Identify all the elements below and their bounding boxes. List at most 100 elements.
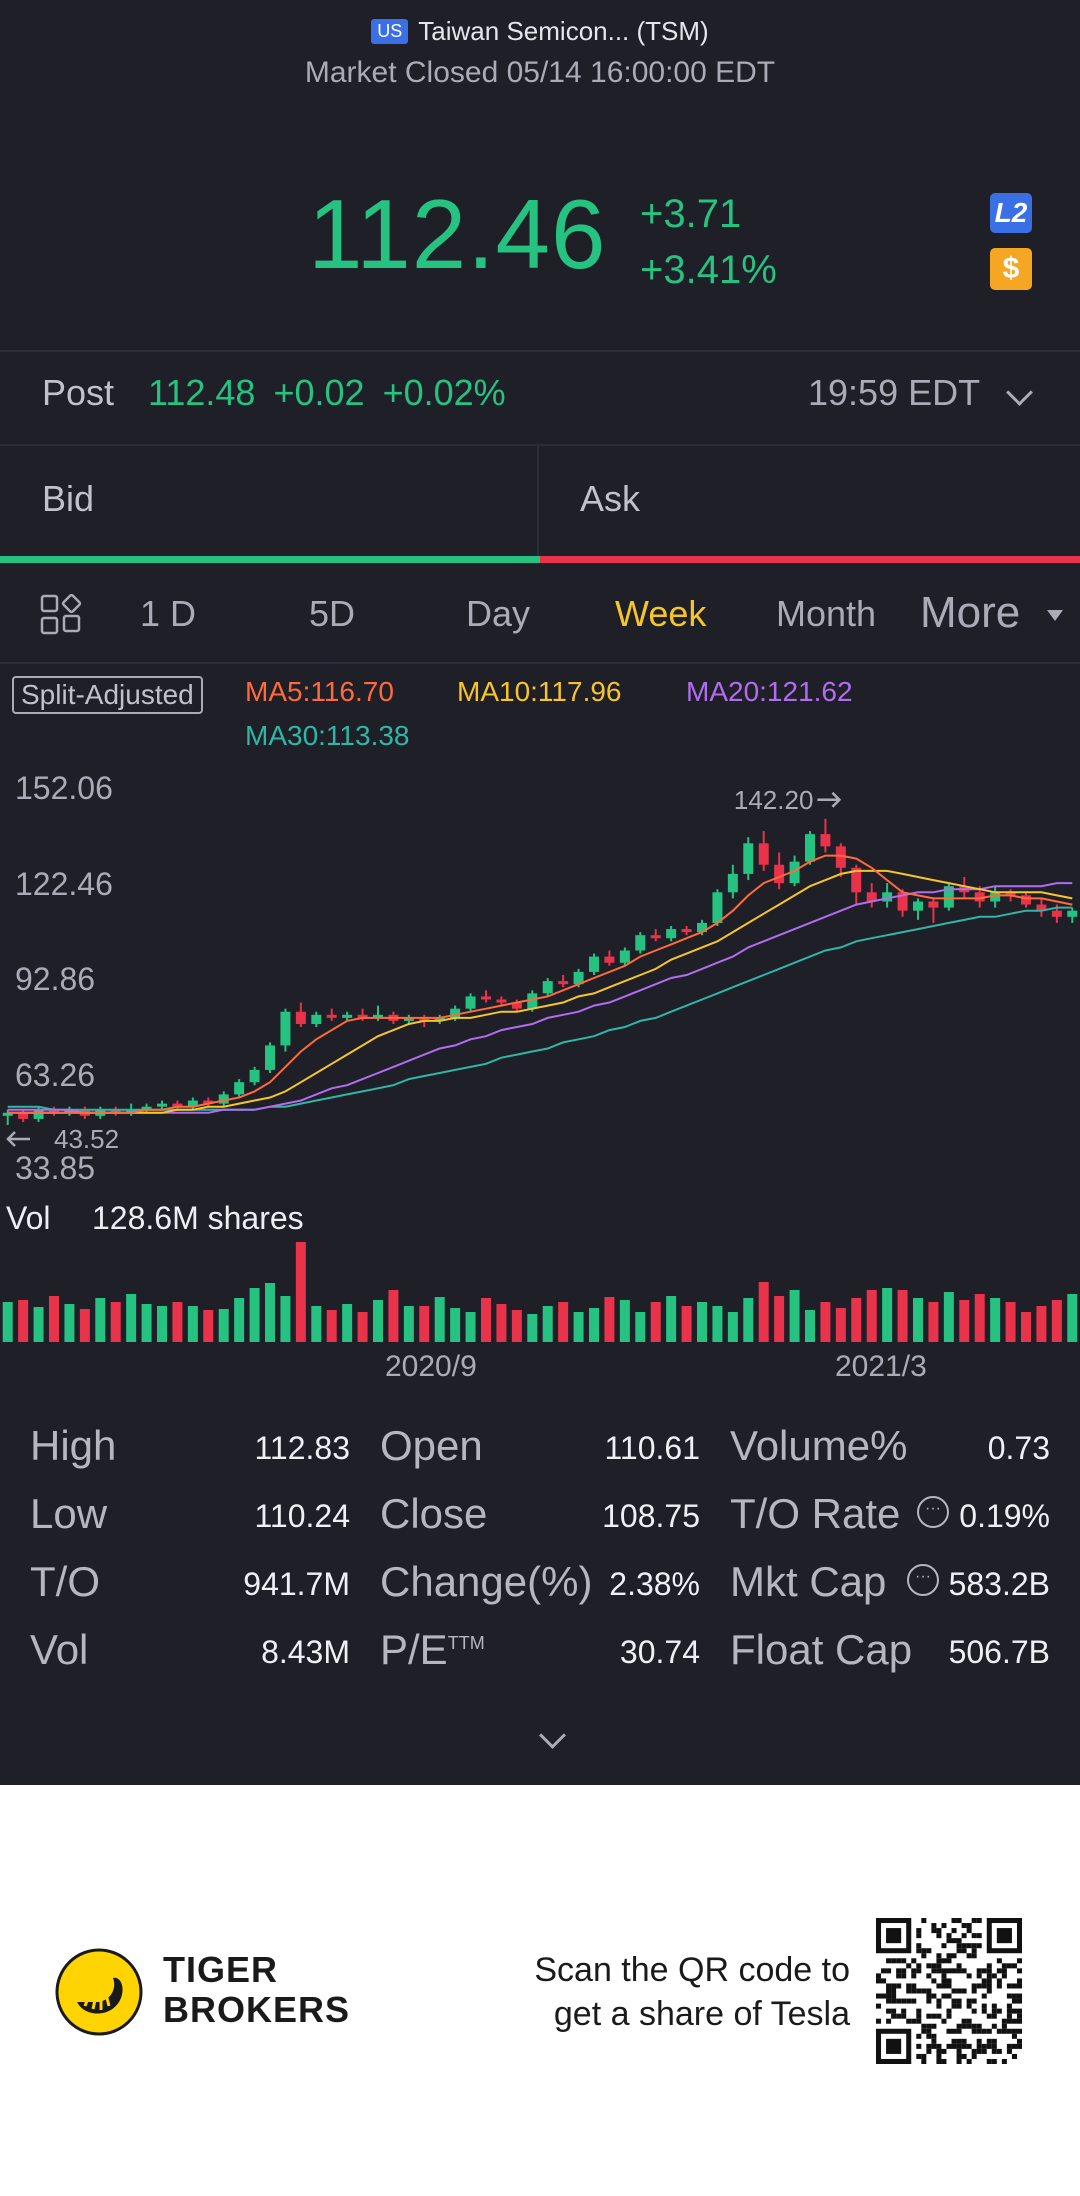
candle xyxy=(172,1100,183,1110)
candle xyxy=(835,843,846,877)
y-tick-label: 33.85 xyxy=(15,1150,96,1186)
volume-bar xyxy=(172,1302,183,1342)
stat-pe-value: 30.74 xyxy=(619,1634,700,1670)
candle xyxy=(157,1100,167,1110)
candle xyxy=(866,883,877,908)
volume-bar xyxy=(805,1310,815,1342)
divider xyxy=(0,350,1080,352)
candle xyxy=(434,1014,445,1024)
post-market-values: 112.48 +0.02 +0.02% xyxy=(148,372,506,414)
candlestick-chart[interactable]: 142.20 43.52 xyxy=(0,750,1080,1170)
brand-line-1: TIGER xyxy=(163,1949,279,1990)
pe-sup: TTM xyxy=(447,1633,485,1653)
ask-ratio-bar xyxy=(540,556,1080,563)
stat-volume-pct-label: Volume% xyxy=(730,1422,908,1469)
last-price: 112.46 xyxy=(308,179,607,289)
tab-5d[interactable]: 5D xyxy=(309,593,356,634)
volume-label: Vol xyxy=(6,1200,51,1236)
stat-float-cap-value: 506.7B xyxy=(948,1634,1050,1670)
volume-bar xyxy=(403,1306,414,1342)
volume-bar xyxy=(1021,1312,1031,1342)
candle xyxy=(820,818,831,853)
volume-bar xyxy=(990,1298,1001,1342)
dollar-icon[interactable]: $ xyxy=(990,248,1032,290)
candle xyxy=(234,1079,245,1098)
split-adjusted-toggle[interactable]: Split-Adjusted xyxy=(12,676,203,714)
tab-1d[interactable]: 1 D xyxy=(140,593,197,634)
volume-bar xyxy=(187,1306,198,1342)
stat-turnover-value: 941.7M xyxy=(243,1566,350,1602)
candle xyxy=(1021,892,1031,908)
candle xyxy=(1067,907,1078,923)
candle xyxy=(280,1008,291,1052)
candle xyxy=(141,1103,152,1113)
volume-bar xyxy=(249,1288,260,1342)
y-tick-label: 152.06 xyxy=(15,770,113,806)
volume-bar xyxy=(357,1312,368,1342)
ask-label: Ask xyxy=(580,478,641,519)
candle xyxy=(465,993,476,1012)
chevron-down-icon[interactable] xyxy=(1006,379,1033,406)
tab-week[interactable]: Week xyxy=(615,593,707,634)
tiger-brokers-logo xyxy=(55,1948,143,2036)
stat-vol-value: 8.43M xyxy=(261,1634,350,1670)
grid-icon[interactable] xyxy=(40,594,82,636)
stat-to-rate-value: 0.19% xyxy=(959,1498,1050,1534)
market-status: Market Closed 05/14 16:00:00 EDT xyxy=(304,56,776,89)
tab-more[interactable]: More xyxy=(920,588,1021,637)
divider xyxy=(537,446,539,556)
stat-mkt-cap-label: Mkt Cap xyxy=(730,1558,887,1605)
arrow-right-icon xyxy=(817,791,842,808)
candle xyxy=(18,1109,29,1122)
tab-day[interactable]: Day xyxy=(466,593,531,634)
volume-bar xyxy=(496,1304,507,1342)
market-badge: US xyxy=(371,19,409,44)
volume-bar xyxy=(851,1298,862,1342)
volume-bar xyxy=(604,1297,615,1342)
ma5-value: MA5:116.70 xyxy=(245,676,394,707)
arrow-left-icon xyxy=(6,1131,30,1147)
candle xyxy=(805,831,815,865)
volume-bar xyxy=(203,1310,214,1342)
stat-open-label: Open xyxy=(380,1422,483,1469)
tab-month[interactable]: Month xyxy=(776,593,877,634)
volume-bar xyxy=(820,1302,831,1342)
info-icon[interactable]: ··· xyxy=(907,1564,939,1596)
candle xyxy=(542,978,553,997)
x-tick-label: 2020/9 xyxy=(385,1350,477,1383)
volume-bar xyxy=(943,1292,954,1342)
candle xyxy=(1036,898,1047,917)
candle xyxy=(681,925,692,936)
qr-code xyxy=(876,1918,1022,2064)
post-time[interactable]: 19:59 EDT xyxy=(808,372,981,413)
bid-label: Bid xyxy=(42,478,95,519)
candle xyxy=(64,1106,75,1116)
info-icon[interactable]: ··· xyxy=(917,1496,949,1528)
stock-title[interactable]: US Taiwan Semicon... (TSM) xyxy=(0,16,1080,47)
stat-pe-label: P/ETTM xyxy=(380,1626,485,1674)
level2-icon[interactable]: L2 xyxy=(990,193,1032,233)
qr-caption-line-1: Scan the QR code to xyxy=(534,1951,850,1989)
dropdown-triangle-icon[interactable] xyxy=(1047,610,1063,621)
candle xyxy=(774,852,785,890)
y-tick-label: 122.46 xyxy=(15,866,113,902)
volume-bar xyxy=(280,1296,291,1342)
volume-bar xyxy=(33,1307,44,1342)
stat-low-label: Low xyxy=(30,1490,108,1537)
candle xyxy=(110,1106,121,1116)
volume-bar xyxy=(1051,1300,1062,1342)
x-tick-label: 2021/3 xyxy=(835,1350,927,1383)
volume-chart[interactable] xyxy=(0,1240,1080,1342)
volume-bar xyxy=(157,1306,167,1342)
divider xyxy=(0,662,1080,664)
stat-high-label: High xyxy=(30,1422,117,1469)
expand-chevron-icon[interactable] xyxy=(539,1722,566,1749)
post-change-pct: +0.02% xyxy=(382,372,506,413)
post-change: +0.02 xyxy=(273,372,365,413)
stat-change-value: 2.38% xyxy=(609,1566,700,1602)
volume-bar xyxy=(573,1312,584,1342)
volume-bar xyxy=(866,1290,877,1342)
volume-bar xyxy=(419,1306,430,1342)
volume-bar xyxy=(727,1312,738,1342)
candle xyxy=(589,953,599,975)
